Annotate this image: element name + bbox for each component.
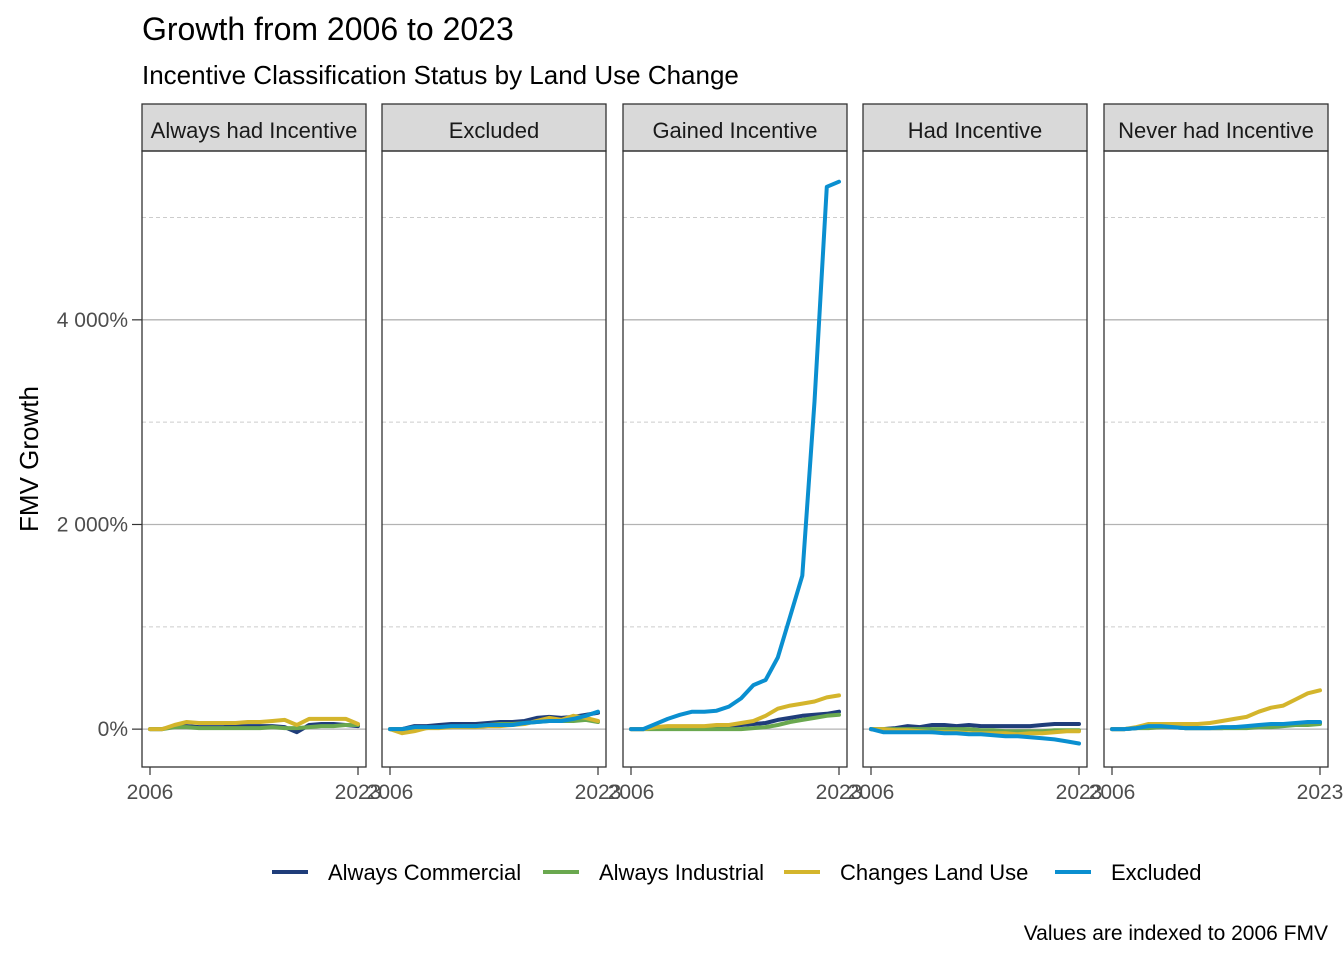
x-tick-label: 2023 [575,781,622,804]
chart-subtitle: Incentive Classification Status by Land … [142,60,739,90]
facet-strip-label: Always had Incentive [151,118,358,143]
series-line-always-commercial [869,722,1081,732]
facet-strip-label: Never had Incentive [1118,118,1314,143]
facet-strip [1103,103,1329,152]
legend-label: Always Commercial [328,860,521,885]
panel-border [381,150,607,768]
facet-strip [381,103,607,152]
series-line-excluded [869,727,1081,746]
legend-label: Changes Land Use [840,860,1028,885]
y-tick-label: 2 000% [57,513,128,536]
legend-label: Always Industrial [599,860,764,885]
x-tick-label: 2006 [127,781,174,804]
series-line-excluded [1110,720,1322,732]
legend-item: Changes Land Use [784,860,1028,885]
facet-panel: Always had Incentive 2006 2023 [127,103,382,804]
legend-item: Excluded [1055,860,1202,885]
facet-strip-label: Excluded [449,118,540,143]
y-tick-label: 0% [98,718,128,741]
panel-border [1103,150,1329,768]
series-line-changes-land-use [148,716,360,732]
y-tick-label: 4 000% [57,309,128,332]
facet-panel: Excluded 2006 2023 [367,103,622,804]
facet-strip-label: Had Incentive [908,118,1043,143]
x-tick-label: 2006 [608,781,655,804]
x-tick-label: 2006 [848,781,895,804]
facet-panel: Never had Incentive 2006 2023 [1089,103,1344,804]
chart-caption: Values are indexed to 2006 FMV [1024,922,1328,945]
legend: Always Commercial Always Industrial Change… [272,860,1202,885]
facet-strip [622,103,848,152]
facet-strip [141,103,367,152]
legend-item: Always Commercial [272,860,521,885]
legend-label: Excluded [1111,860,1202,885]
series-line-always-industrial [629,712,841,732]
x-tick-label: 2023 [816,781,863,804]
panel-border [622,150,848,768]
y-axis-title: FMV Growth [14,386,44,532]
x-tick-label: 2023 [335,781,382,804]
facet-panel: Gained Incentive 2006 2023 [608,103,863,804]
x-tick-label: 2023 [1297,781,1344,804]
series-line-excluded [388,709,600,732]
panel-border [141,150,367,768]
series-line-always-industrial [148,723,360,732]
series-line-changes-land-use [629,693,841,732]
series-line-excluded [629,179,841,732]
facet-panel: Had Incentive 2006 2023 [848,103,1103,804]
facet-strip [862,103,1088,152]
panel-border [862,150,1088,768]
legend-item: Always Industrial [543,860,764,885]
x-tick-label: 2006 [1089,781,1136,804]
facet-strip-label: Gained Incentive [652,118,817,143]
x-tick-label: 2023 [1056,781,1103,804]
chart-title: Growth from 2006 to 2023 [142,11,514,47]
x-tick-label: 2006 [367,781,414,804]
